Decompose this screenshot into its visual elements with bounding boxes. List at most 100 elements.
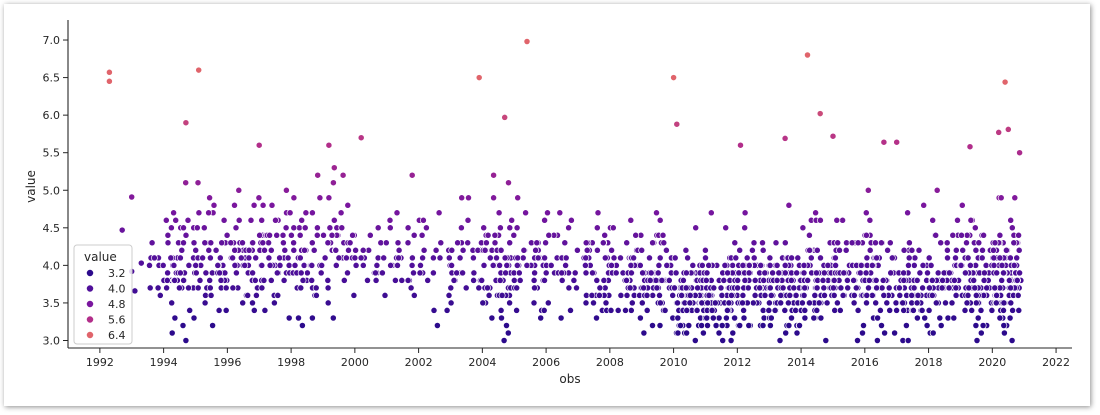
data-point [1015, 246, 1023, 254]
data-point [308, 314, 316, 322]
data-point [407, 284, 415, 292]
data-point [646, 276, 654, 284]
data-point [685, 322, 693, 329]
data-point [296, 231, 304, 239]
data-point [612, 269, 620, 277]
data-point [408, 171, 416, 179]
data-point [601, 231, 609, 239]
data-point [913, 276, 921, 284]
data-point [794, 254, 802, 262]
data-point [751, 276, 759, 284]
x-tick-label: 2022 [1042, 356, 1070, 369]
data-point [342, 254, 350, 262]
data-point [702, 254, 709, 262]
data-point [281, 246, 289, 254]
data-point [902, 322, 910, 329]
data-point [232, 224, 240, 232]
data-point [686, 299, 694, 307]
data-point [279, 231, 287, 239]
data-point [501, 254, 509, 262]
data-point [721, 261, 729, 269]
data-point [267, 246, 275, 254]
data-point [178, 246, 186, 254]
data-point [798, 299, 806, 307]
data-point [968, 306, 976, 314]
data-point [627, 261, 635, 269]
data-point [1005, 276, 1013, 284]
data-point [227, 239, 235, 247]
data-point [433, 322, 441, 329]
data-point [1015, 231, 1023, 239]
data-point [252, 254, 260, 262]
data-point [582, 254, 590, 262]
data-point [372, 276, 380, 284]
data-point [692, 224, 700, 232]
data-point [649, 322, 656, 329]
data-point [1007, 284, 1015, 292]
data-point [682, 246, 690, 254]
data-point [988, 306, 996, 314]
data-point [137, 259, 145, 267]
data-point [950, 314, 958, 322]
data-point [893, 138, 901, 146]
legend-label: 4.8 [108, 298, 126, 311]
data-point [623, 239, 631, 247]
legend-label: 4.0 [108, 283, 126, 296]
data-point [496, 224, 504, 232]
data-point [506, 224, 514, 232]
data-point [596, 284, 604, 292]
data-point [728, 291, 735, 299]
data-point [195, 209, 203, 217]
data-point [707, 209, 715, 217]
data-point [630, 254, 638, 262]
data-point [170, 261, 178, 269]
data-point [297, 284, 305, 292]
data-point [622, 306, 629, 314]
data-point [251, 276, 259, 284]
data-point [255, 141, 263, 149]
data-point [904, 209, 912, 217]
data-point [420, 246, 428, 254]
data-point [1014, 291, 1022, 299]
data-point [939, 276, 947, 284]
y-tick-label: 6.5 [43, 72, 61, 85]
data-point [725, 299, 733, 307]
data-point [196, 276, 204, 284]
data-point [422, 224, 430, 232]
data-point [785, 201, 793, 209]
data-point [781, 306, 789, 314]
data-point [256, 231, 264, 239]
data-point [505, 179, 512, 187]
data-point [222, 306, 230, 314]
data-point [416, 269, 424, 277]
data-point [429, 254, 437, 262]
data-point [793, 329, 801, 337]
data-point [921, 314, 929, 322]
data-point [741, 224, 749, 232]
data-point [610, 254, 618, 262]
data-point [308, 276, 316, 284]
data-point [913, 314, 921, 322]
data-point [259, 239, 267, 247]
data-point [990, 254, 998, 262]
data-point [332, 261, 340, 269]
data-point [800, 291, 808, 299]
data-point [321, 254, 329, 262]
data-point [852, 284, 860, 292]
data-point [556, 209, 564, 217]
data-point [301, 224, 309, 232]
data-point [996, 254, 1004, 262]
data-point [408, 254, 416, 262]
data-point [359, 246, 367, 254]
data-point [655, 261, 663, 269]
data-point [175, 284, 183, 292]
data-point [290, 224, 298, 232]
data-point [182, 119, 190, 127]
data-point [970, 276, 978, 284]
data-point [394, 261, 401, 269]
data-point [159, 261, 167, 269]
data-point [514, 254, 522, 262]
data-point [781, 261, 789, 269]
data-point [904, 337, 912, 344]
data-point [661, 306, 669, 314]
